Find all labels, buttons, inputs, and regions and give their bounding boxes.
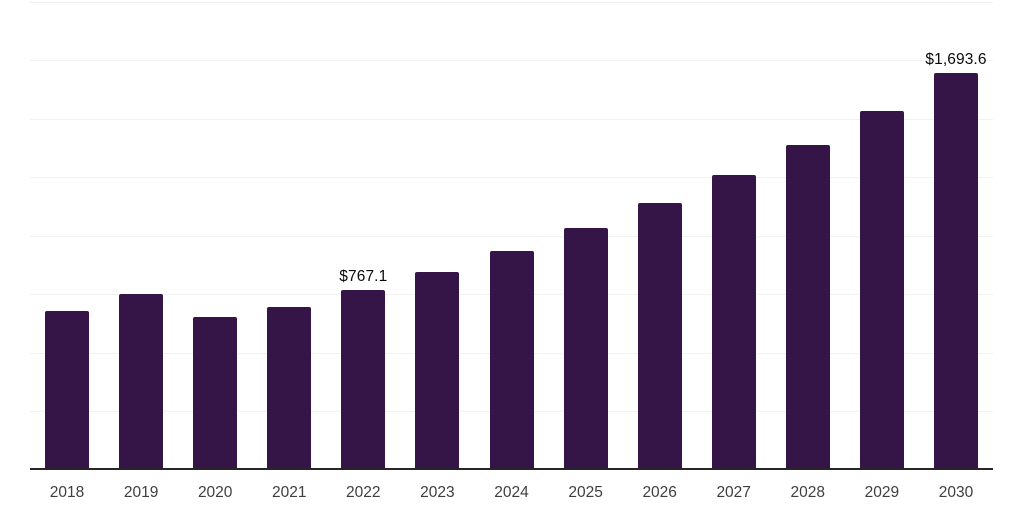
x-axis-label-2019: 2019	[123, 484, 159, 501]
x-axis-label-2029: 2029	[864, 484, 900, 501]
bar-2027[interactable]	[711, 175, 756, 470]
bar-2026[interactable]	[637, 203, 682, 470]
bar-2022[interactable]	[341, 290, 386, 470]
bar-2025[interactable]	[563, 228, 608, 470]
bar-2020[interactable]	[193, 317, 238, 470]
gridline-2000	[30, 1, 993, 3]
bar-value-label-2030: $1,693.6	[925, 51, 987, 69]
bar-2029[interactable]	[859, 110, 904, 470]
gridline-1250	[30, 177, 993, 179]
bar-2024[interactable]	[489, 251, 534, 470]
x-axis-label-2025: 2025	[568, 484, 603, 501]
x-axis-label-2027: 2027	[716, 484, 751, 501]
plot-area: $767.1 $1,693.6	[30, 0, 993, 470]
x-axis-label-2030: 2030	[938, 484, 974, 501]
x-axis-label-2023: 2023	[420, 484, 455, 501]
x-axis-label-2028: 2028	[790, 484, 826, 501]
bar-2021[interactable]	[267, 307, 312, 470]
x-axis-label-2024: 2024	[494, 484, 529, 501]
bar-value-label-2022: $767.1	[339, 268, 388, 286]
x-axis-label-2020: 2020	[197, 484, 233, 501]
bar-2023[interactable]	[415, 271, 460, 470]
bar-2028[interactable]	[785, 144, 830, 470]
x-axis-label-2018: 2018	[49, 484, 85, 501]
bar-2019[interactable]	[119, 293, 164, 470]
x-axis-label-2026: 2026	[642, 484, 677, 501]
bar-2030[interactable]	[934, 73, 978, 470]
gridline-1500	[30, 118, 993, 120]
gridline-1000	[30, 235, 993, 237]
bar-2018[interactable]	[45, 310, 89, 470]
x-axis-label-2021: 2021	[272, 484, 307, 501]
x-axis-label-2022: 2022	[346, 484, 381, 501]
x-axis-line	[30, 468, 993, 470]
gridline-1750	[30, 60, 993, 62]
